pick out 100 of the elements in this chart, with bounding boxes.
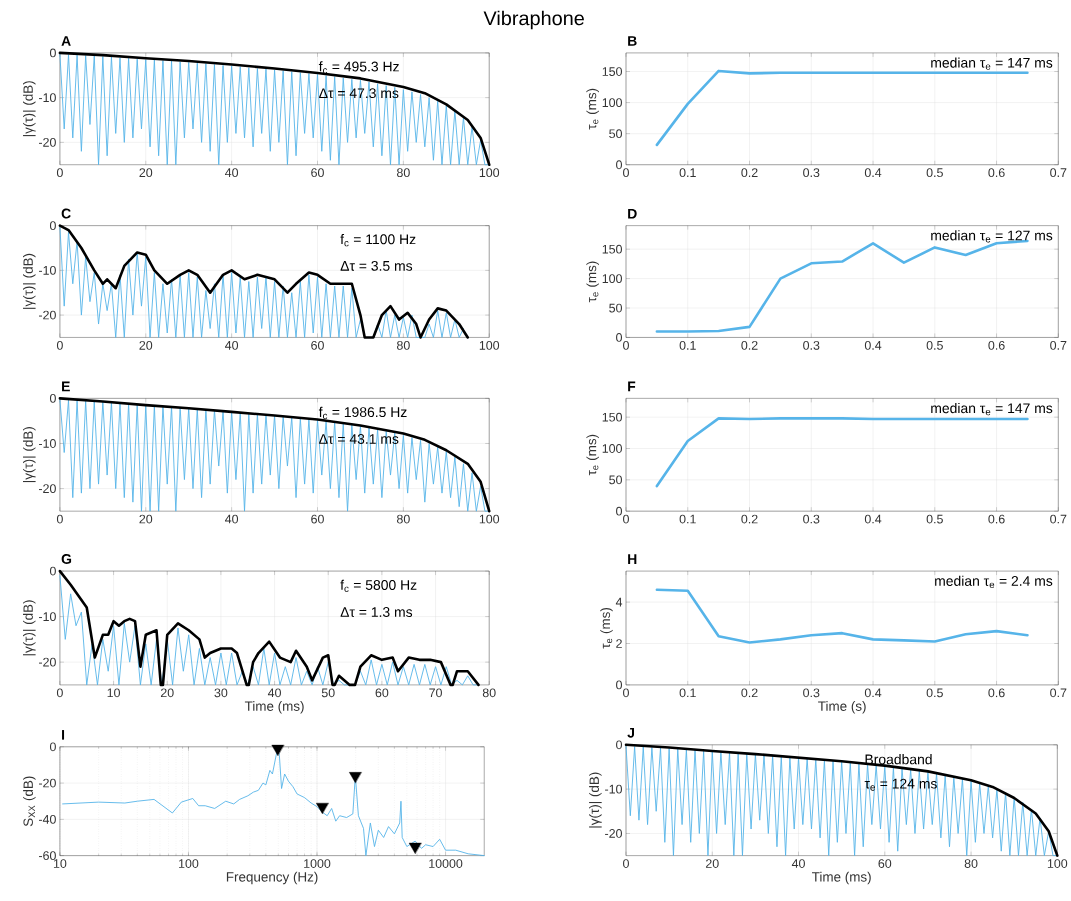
chart-title: G bbox=[61, 554, 72, 565]
x-tick-label: 30 bbox=[214, 688, 228, 698]
x-tick-label: 0 bbox=[56, 514, 63, 524]
chart-title: D bbox=[628, 209, 637, 219]
y-axis-title: τ$_{e}$ (ms) bbox=[586, 89, 599, 130]
y-tick-label: 50 bbox=[609, 475, 622, 485]
y-tick-label: -40 bbox=[38, 815, 56, 824]
x-tick-label: 0 bbox=[623, 341, 629, 350]
y-tick-label: 50 bbox=[609, 303, 622, 313]
y-tick-label: 0 bbox=[616, 507, 622, 516]
x-tick-label: 0.2 bbox=[741, 514, 758, 524]
x-tick-label: 0.3 bbox=[803, 341, 820, 350]
x-tick-label: 0.6 bbox=[988, 688, 1005, 698]
chart-title: F bbox=[628, 381, 636, 392]
x-tick-label: 60 bbox=[311, 514, 324, 524]
y-tick-label: 0 bbox=[616, 160, 622, 170]
x-axis-title: Time (ms) bbox=[812, 871, 871, 885]
x-tick-label: 40 bbox=[791, 859, 805, 869]
x-tick-label: 40 bbox=[225, 341, 239, 350]
y-tick-label: 100 bbox=[602, 274, 622, 284]
x-tick-label: 10000 bbox=[429, 859, 463, 869]
y-tick-label: 100 bbox=[602, 444, 622, 454]
y-tick-label: -20 bbox=[38, 138, 56, 147]
x-tick-label: 100 bbox=[1047, 859, 1068, 869]
y-tick-label: 0 bbox=[49, 742, 56, 752]
annotation: Δτ = 1.3 ms bbox=[340, 607, 413, 618]
y-tick-label: 0 bbox=[49, 48, 56, 58]
x-tick-label: 0.1 bbox=[679, 514, 696, 524]
y-axis-title: |γ(τ)| (dB) bbox=[23, 600, 36, 656]
y-tick-label: -20 bbox=[38, 778, 56, 788]
x-tick-label: 0.6 bbox=[988, 168, 1005, 178]
x-tick-label: 0.3 bbox=[803, 688, 820, 698]
annotation: median τ$_{e}$ = 2.4 ms bbox=[935, 575, 1053, 589]
x-tick-label: 0.1 bbox=[679, 688, 696, 698]
y-tick-label: 0 bbox=[616, 333, 622, 343]
x-tick-label: 0.5 bbox=[926, 688, 943, 698]
x-axis-title: Time (s) bbox=[818, 701, 866, 714]
x-tick-label: 0 bbox=[623, 514, 629, 524]
x-tick-label: 80 bbox=[482, 688, 496, 698]
y-tick-label: 0 bbox=[49, 566, 56, 576]
chart-title: E bbox=[62, 381, 70, 392]
x-tick-label: 60 bbox=[878, 859, 892, 869]
y-tick-label: 0 bbox=[49, 394, 56, 403]
chart-title: C bbox=[61, 208, 71, 219]
x-tick-label: 0.5 bbox=[926, 514, 943, 524]
x-tick-label: 100 bbox=[479, 514, 500, 524]
y-axis-title: τ$_{e}$ (ms) bbox=[600, 608, 613, 649]
x-tick-label: 60 bbox=[375, 688, 389, 698]
x-tick-label: 0 bbox=[623, 859, 629, 869]
x-tick-label: 80 bbox=[396, 514, 410, 524]
line-series bbox=[655, 588, 1029, 644]
x-axis-title: Frequency (Hz) bbox=[226, 871, 318, 885]
annotation: median τ$_{e}$ = 147 ms bbox=[931, 57, 1053, 71]
chart-title: B bbox=[628, 36, 637, 46]
x-tick-label: 20 bbox=[139, 514, 153, 524]
x-tick-label: 20 bbox=[160, 688, 174, 698]
x-tick-label: 0.4 bbox=[864, 514, 882, 524]
y-tick-label: -20 bbox=[605, 829, 622, 839]
y-tick-label: -20 bbox=[38, 657, 56, 667]
y-tick-label: -10 bbox=[605, 784, 622, 794]
y-axis-title: |γ(τ)| (dB) bbox=[23, 254, 36, 310]
y-tick-label: 0 bbox=[616, 680, 622, 690]
y-tick-label: 0 bbox=[616, 740, 622, 750]
text: Vibraphone bbox=[483, 10, 584, 30]
annotation: Δτ = 3.5 ms bbox=[340, 261, 413, 272]
x-tick-label: 0.4 bbox=[864, 688, 882, 698]
annotation: f$_{c}$ = 1986.5 Hz bbox=[318, 407, 407, 420]
annotation: median τ$_{e}$ = 127 ms bbox=[931, 230, 1053, 243]
x-tick-label: 0 bbox=[56, 688, 63, 698]
x-axis-title: Time (ms) bbox=[244, 701, 304, 714]
y-tick-label: -10 bbox=[38, 266, 56, 275]
x-tick-label: 10 bbox=[107, 688, 120, 698]
x-tick-label: 100 bbox=[479, 341, 500, 350]
x-tick-label: 0.5 bbox=[926, 341, 943, 350]
y-tick-label: 100 bbox=[602, 98, 622, 108]
y-tick-label: 150 bbox=[602, 412, 622, 422]
x-tick-label: 0 bbox=[56, 168, 63, 178]
x-tick-label: 1000 bbox=[304, 859, 331, 869]
y-tick-label: -20 bbox=[38, 310, 56, 320]
chart-title: I bbox=[62, 730, 65, 740]
x-tick-label: 0.7 bbox=[1050, 514, 1067, 524]
y-tick-label: 150 bbox=[602, 245, 622, 254]
x-tick-label: 20 bbox=[139, 168, 153, 178]
x-tick-label: 40 bbox=[225, 168, 239, 178]
annotation: Broadband bbox=[865, 754, 932, 765]
y-tick-label: -60 bbox=[38, 851, 56, 861]
x-tick-label: 100 bbox=[479, 168, 500, 178]
y-axis-title: |γ(τ)| (dB) bbox=[23, 427, 36, 483]
x-tick-label: 0.3 bbox=[803, 168, 820, 178]
x-tick-label: 0.7 bbox=[1050, 341, 1067, 350]
annotation: Δτ = 43.1 ms bbox=[319, 434, 399, 445]
y-tick-label: -10 bbox=[38, 439, 56, 449]
y-tick-label: -10 bbox=[38, 93, 56, 103]
x-tick-label: 0.7 bbox=[1050, 168, 1067, 178]
y-axis-title: τ$_{e}$ (ms) bbox=[586, 261, 599, 303]
annotation: median τ$_{e}$ = 147 ms bbox=[931, 403, 1053, 416]
y-tick-label: 4 bbox=[615, 598, 623, 607]
x-tick-label: 20 bbox=[705, 859, 719, 869]
y-tick-label: 50 bbox=[609, 129, 622, 139]
x-tick-label: 40 bbox=[267, 688, 281, 698]
